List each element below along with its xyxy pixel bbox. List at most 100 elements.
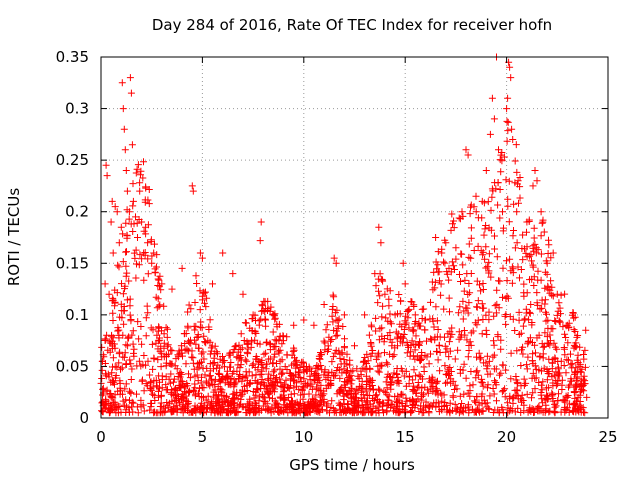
data-point bbox=[365, 331, 373, 339]
data-point bbox=[472, 398, 480, 406]
data-point bbox=[420, 368, 428, 375]
data-point bbox=[387, 320, 395, 328]
data-point bbox=[543, 366, 551, 373]
data-point bbox=[391, 311, 399, 319]
x-tick-label: 0 bbox=[96, 428, 106, 446]
data-point bbox=[192, 340, 200, 348]
data-point bbox=[548, 365, 556, 373]
data-point bbox=[331, 407, 339, 414]
data-point bbox=[224, 373, 232, 381]
data-point bbox=[277, 394, 285, 402]
data-point bbox=[551, 354, 559, 362]
data-point bbox=[394, 376, 402, 384]
data-point bbox=[275, 336, 283, 344]
data-point bbox=[526, 252, 534, 260]
data-point bbox=[184, 308, 192, 316]
data-point bbox=[256, 237, 264, 245]
data-point bbox=[551, 343, 559, 351]
data-point bbox=[567, 350, 574, 358]
data-point bbox=[283, 366, 291, 373]
data-point bbox=[105, 405, 113, 413]
data-point bbox=[375, 223, 383, 231]
data-point bbox=[162, 386, 170, 394]
data-point bbox=[253, 355, 261, 363]
data-point bbox=[211, 376, 219, 384]
data-point bbox=[420, 391, 427, 399]
data-point bbox=[320, 398, 327, 406]
data-point bbox=[284, 383, 292, 391]
data-point bbox=[260, 397, 268, 405]
data-point bbox=[416, 339, 424, 347]
data-point bbox=[260, 350, 268, 358]
data-point bbox=[548, 359, 556, 367]
data-point bbox=[273, 323, 281, 331]
data-point bbox=[537, 407, 545, 415]
data-point bbox=[336, 350, 344, 358]
data-point bbox=[526, 334, 534, 342]
x-tick-label: 25 bbox=[598, 428, 617, 446]
data-point bbox=[198, 254, 206, 262]
data-point bbox=[282, 404, 290, 411]
data-point bbox=[186, 339, 194, 347]
data-point bbox=[134, 234, 141, 241]
data-point bbox=[193, 280, 201, 287]
data-point bbox=[211, 342, 219, 350]
data-point bbox=[563, 393, 571, 401]
data-point bbox=[276, 375, 284, 383]
data-point bbox=[248, 327, 256, 334]
data-point bbox=[138, 218, 146, 226]
data-point bbox=[478, 375, 486, 383]
data-point bbox=[227, 359, 235, 366]
data-point bbox=[490, 115, 498, 123]
data-point bbox=[448, 210, 456, 218]
data-point bbox=[455, 309, 463, 317]
data-point bbox=[465, 240, 473, 248]
y-axis-ticks: 0 0.05 0.1 0.15 0.2 0.25 0.3 0.35 bbox=[56, 48, 608, 427]
data-point bbox=[549, 249, 557, 257]
data-point bbox=[421, 326, 429, 334]
data-point bbox=[126, 356, 134, 364]
data-point bbox=[432, 234, 440, 241]
data-point bbox=[561, 290, 569, 298]
data-point bbox=[375, 349, 383, 357]
data-point bbox=[351, 342, 358, 350]
data-point bbox=[252, 330, 260, 337]
data-point bbox=[301, 401, 309, 409]
data-point bbox=[151, 397, 159, 404]
data-point bbox=[571, 368, 579, 376]
data-point bbox=[440, 258, 447, 266]
data-point bbox=[580, 355, 588, 363]
data-point bbox=[181, 340, 189, 347]
data-point bbox=[478, 197, 486, 205]
data-point bbox=[451, 266, 458, 273]
data-point bbox=[185, 370, 192, 378]
data-point bbox=[479, 248, 487, 256]
data-point bbox=[462, 304, 470, 312]
data-point bbox=[556, 369, 564, 377]
data-point bbox=[456, 392, 464, 400]
data-point bbox=[499, 361, 507, 369]
data-point bbox=[300, 375, 308, 383]
data-point bbox=[567, 377, 575, 385]
data-point bbox=[140, 249, 148, 257]
data-point bbox=[534, 246, 542, 254]
data-point bbox=[519, 322, 527, 330]
data-point bbox=[144, 309, 152, 317]
data-point bbox=[517, 409, 525, 416]
data-point bbox=[541, 329, 549, 337]
data-point bbox=[389, 353, 397, 360]
data-point bbox=[109, 317, 117, 324]
x-axis-ticks: 0 5 10 15 20 25 bbox=[96, 57, 618, 446]
data-point bbox=[539, 378, 547, 386]
data-point bbox=[204, 392, 212, 400]
data-point bbox=[244, 345, 252, 353]
data-point bbox=[514, 180, 521, 188]
data-point bbox=[147, 378, 155, 386]
data-point bbox=[108, 378, 116, 386]
data-point bbox=[529, 389, 537, 397]
data-point bbox=[561, 330, 569, 338]
data-point bbox=[573, 333, 581, 341]
data-point bbox=[523, 228, 530, 236]
data-point bbox=[537, 250, 545, 258]
data-point bbox=[542, 384, 550, 392]
